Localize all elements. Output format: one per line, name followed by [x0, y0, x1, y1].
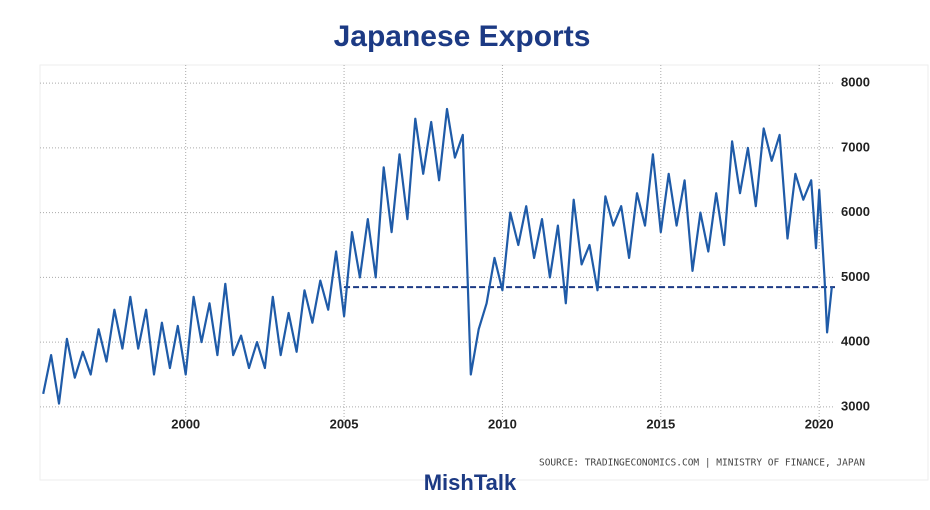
source: SOURCE: TRADINGECONOMICS.COM | MINISTRY …: [539, 458, 865, 469]
y-tick-label: 8000: [841, 75, 870, 90]
y-tick-label: 4000: [841, 334, 870, 349]
plot-frame: [39, 64, 929, 481]
line: [42, 107, 833, 405]
x-tick-label: 2020: [805, 416, 834, 431]
x-tick-label: 2010: [488, 416, 517, 431]
y-tick-label: 6000: [841, 204, 870, 219]
y-tick-label: 7000: [841, 139, 870, 154]
x-tick-label: 2000: [171, 416, 200, 431]
footer: MishTalk: [424, 470, 517, 495]
y-tick-label: 5000: [841, 269, 870, 284]
chart-title: Japanese Exports: [334, 20, 591, 53]
x-tick-label: 2015: [646, 416, 675, 431]
y-tick-label: 3000: [841, 398, 870, 413]
x-tick-label: 2005: [330, 416, 359, 431]
